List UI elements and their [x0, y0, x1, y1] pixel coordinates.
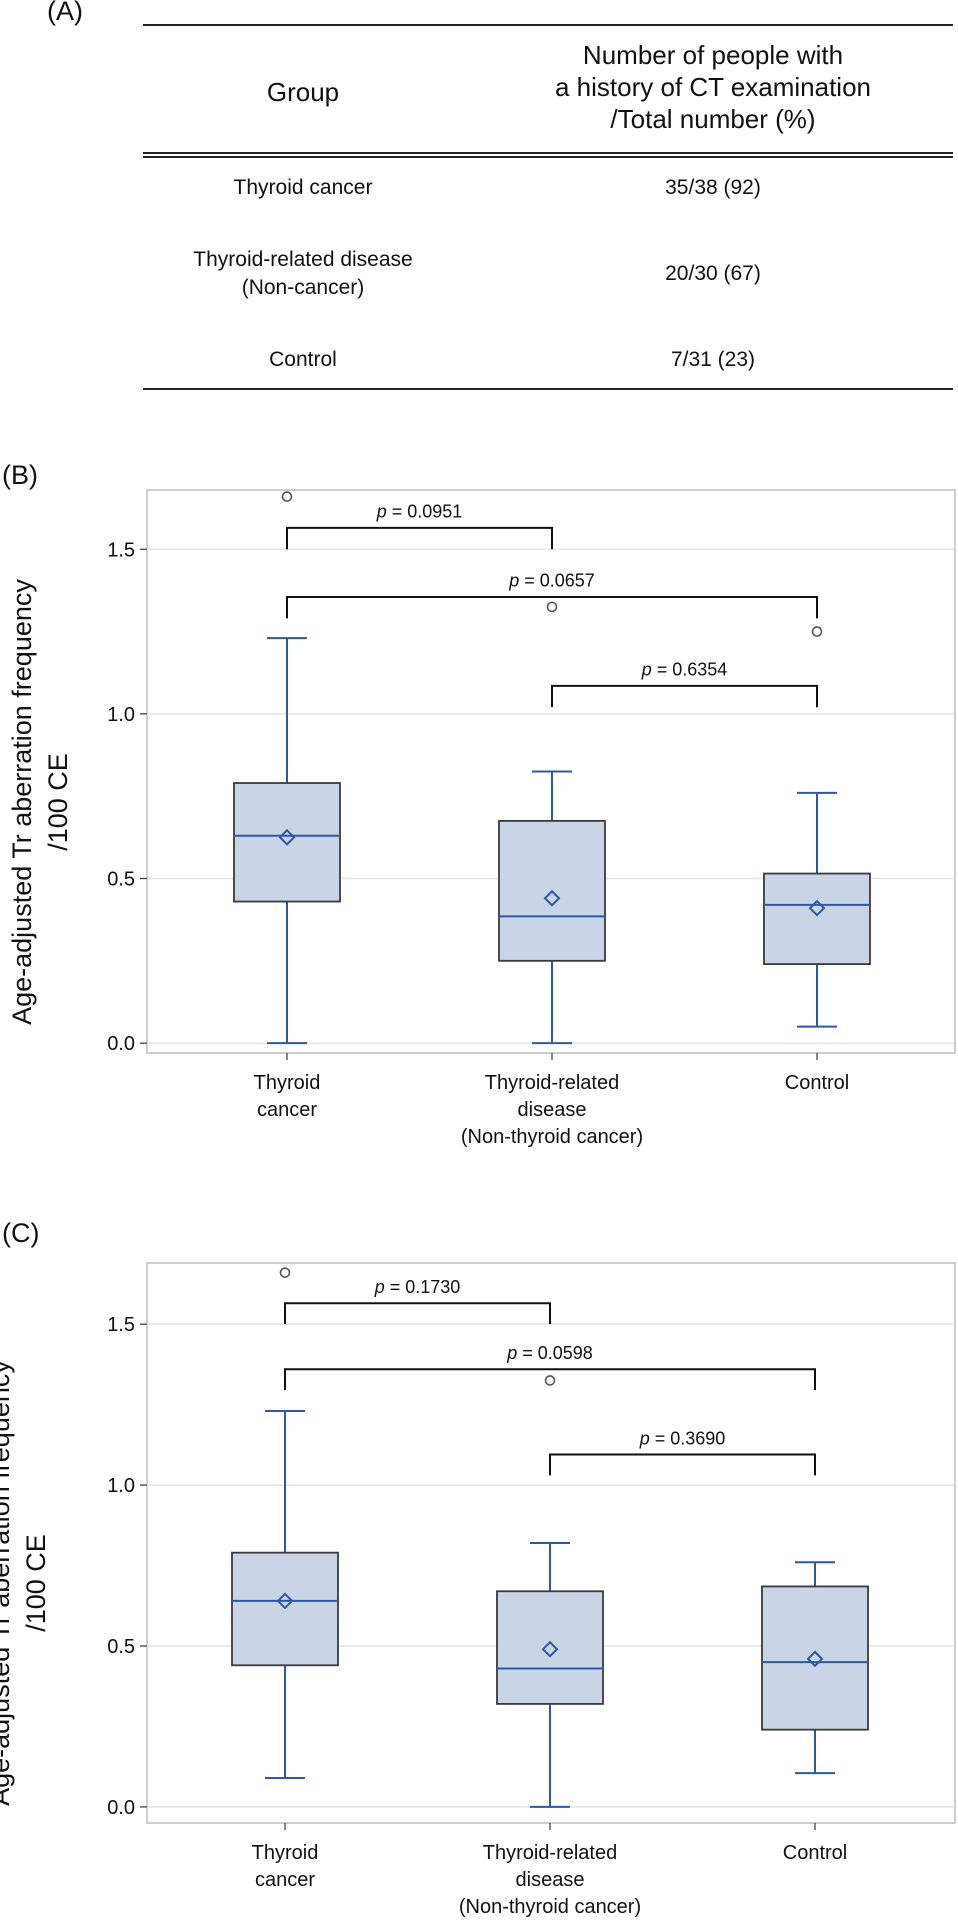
- significance-bracket: [284, 1368, 816, 1391]
- x-tick-label: Control: [783, 1842, 847, 1864]
- y-tick-label: 1.5: [107, 539, 135, 561]
- outlier-point: [546, 601, 558, 613]
- mean-marker: [278, 828, 296, 846]
- x-tick-label: Thyroid-related disease (Non-thyroid cance…: [461, 1072, 643, 1148]
- panel-label-b: (B): [2, 460, 38, 490]
- significance-bracket: [551, 684, 818, 708]
- table-row-value: 35/38 (92): [665, 176, 761, 199]
- mean-marker: [808, 899, 826, 917]
- table-top-rule: [143, 24, 953, 26]
- mean-marker: [276, 1592, 294, 1610]
- significance-bracket: [286, 526, 553, 550]
- header-group: Group: [266, 77, 340, 107]
- outlier-point: [281, 491, 293, 502]
- p-value-label: p = 0.3690: [639, 1428, 726, 1448]
- panel-label-c: (C): [2, 1218, 40, 1248]
- outlier-point: [279, 1267, 291, 1278]
- x-tick-label: Thyroid-related disease (Non-thyroid cance…: [459, 1842, 641, 1918]
- box-iqr: [233, 782, 341, 903]
- table-bottom-rule: [143, 388, 953, 390]
- panel-label-a: (A): [47, 0, 83, 26]
- outlier-point: [811, 626, 823, 637]
- plot-frame: [146, 1262, 956, 1824]
- x-tick-label: Thyroid cancer: [252, 1842, 319, 1891]
- x-tick-label: Control: [785, 1072, 849, 1094]
- mean-marker: [806, 1650, 824, 1668]
- boxplot-chart-b: 0.0 0.5 1.0 1.5 Thyroid cancer Thyroid-related…: [107, 489, 956, 1148]
- p-value-label: p = 0.0951: [376, 501, 463, 521]
- plot-frame: [146, 489, 956, 1054]
- significance-bracket: [549, 1453, 816, 1476]
- p-value-label: p = 0.6354: [641, 659, 728, 679]
- box-iqr: [761, 1585, 869, 1731]
- p-value-label: p = 0.1730: [374, 1277, 461, 1297]
- header-count: Number of people with a history of CT ex…: [555, 40, 871, 134]
- x-tick-label: Thyroid cancer: [254, 1072, 321, 1121]
- y-tick-label: 1.0: [107, 704, 135, 726]
- p-value-label: p = 0.0598: [506, 1343, 593, 1363]
- box-iqr: [496, 1590, 604, 1705]
- y-tick-label: 1.5: [107, 1314, 135, 1336]
- mean-marker: [543, 889, 561, 907]
- p-value-label: p = 0.0657: [508, 571, 595, 591]
- significance-bracket: [286, 596, 818, 619]
- significance-bracket: [284, 1302, 551, 1325]
- boxplot-chart-c: 0.0 0.5 1.0 1.5 Thyroid cancer Thyroid-related…: [107, 1262, 956, 1918]
- mean-marker: [541, 1640, 559, 1658]
- y-tick-label: 0.0: [107, 1033, 135, 1055]
- table-row-group: Thyroid-related disease (Non-cancer): [193, 248, 413, 299]
- box-iqr: [763, 872, 871, 966]
- y-tick-label: 0.5: [107, 1636, 135, 1658]
- table-row-value: 20/30 (67): [665, 262, 761, 285]
- y-tick-label: 0.5: [107, 869, 135, 891]
- table-row-value: 7/31 (23): [670, 348, 756, 371]
- table-row-group: Control: [269, 348, 337, 371]
- table-header-rule-2: [143, 156, 953, 158]
- outlier-point: [544, 1375, 556, 1386]
- y-tick-label: 1.0: [107, 1475, 135, 1497]
- table-row-group: Thyroid cancer: [233, 176, 373, 199]
- table-header-rule-1: [143, 152, 953, 154]
- y-tick-label: 0.0: [107, 1797, 135, 1819]
